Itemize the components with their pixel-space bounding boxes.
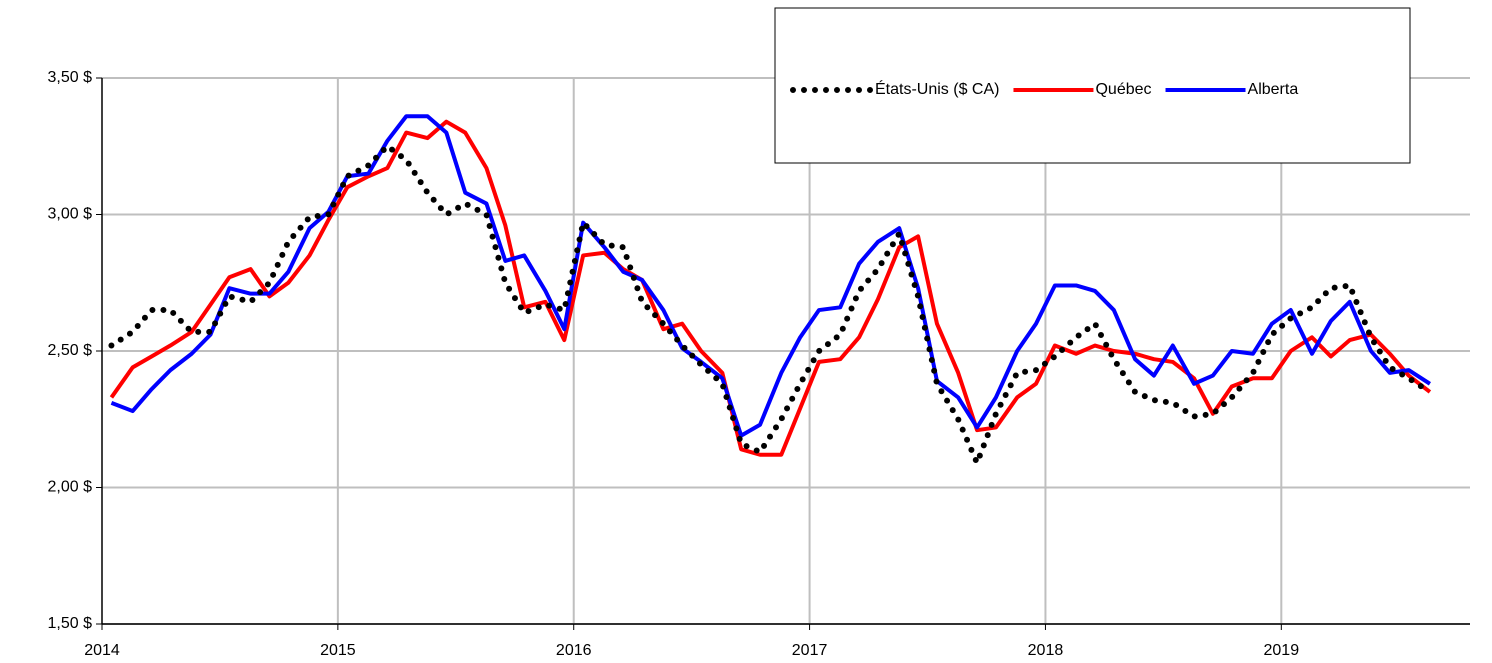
legend: États-Unis ($ CA) Québec Alberta (774, 7, 1411, 164)
legend-label: Québec (1095, 81, 1151, 98)
series-line (109, 119, 1432, 457)
x-tick-label: 2014 (84, 642, 120, 659)
y-tick-label: 2,00 $ (48, 479, 93, 496)
x-tick-label: 2019 (1264, 642, 1300, 659)
legend-box (774, 7, 1411, 164)
legend-label: Alberta (1248, 81, 1299, 98)
y-tick-label: 1,50 $ (48, 615, 93, 632)
x-tick-label: 2016 (556, 642, 592, 659)
y-tick-label: 3,00 $ (48, 206, 93, 223)
legend-label: États-Unis ($ CA) (875, 79, 999, 98)
x-tick-label: 2017 (792, 642, 828, 659)
series-line (108, 142, 1433, 471)
y-tick-label: 2,50 $ (48, 342, 93, 359)
y-tick-label: 3,50 $ (48, 69, 93, 86)
x-tick-label: 2015 (320, 642, 356, 659)
x-tick-label: 2018 (1028, 642, 1064, 659)
